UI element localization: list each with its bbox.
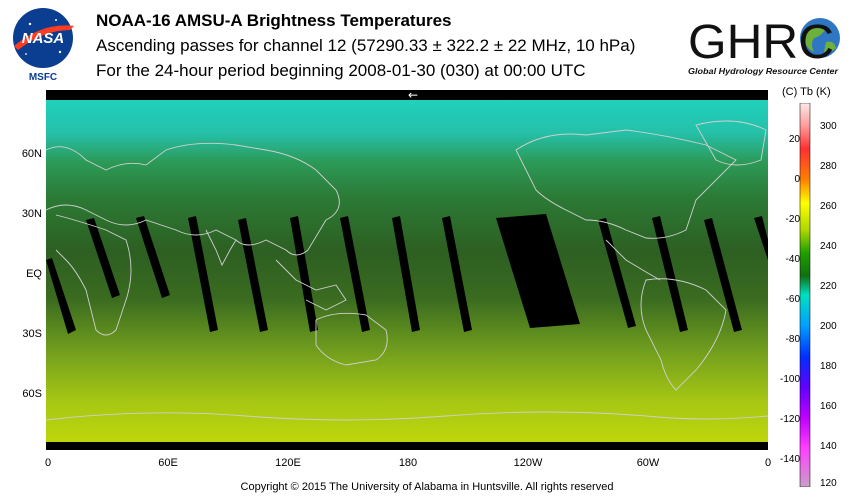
- swath-gap: [754, 216, 768, 260]
- colorbar-gradient: [799, 103, 811, 487]
- ghrc-caption: Global Hydrology Resource Center: [688, 67, 839, 76]
- coastline-central-america: [605, 239, 661, 281]
- page-subtitle: Ascending passes for channel 12 (57290.3…: [96, 36, 636, 55]
- swath-gap: [392, 216, 420, 332]
- temperature-colorbar: [799, 103, 811, 487]
- latitude-label-eq: EQ: [26, 268, 42, 280]
- longitude-label-120w: 120W: [513, 457, 543, 469]
- colorbar-celsius-tick: -80: [785, 334, 800, 345]
- latitude-label-60n: 60N: [21, 148, 42, 160]
- colorbar-celsius-tick: -100: [779, 374, 800, 385]
- ghrc-wordmark: GHRC: [688, 16, 834, 69]
- coastline-australia: [315, 312, 388, 366]
- page-title: NOAA-16 AMSU-A Brightness Temperatures: [96, 11, 452, 30]
- latitude-label-30n: 30N: [21, 208, 42, 220]
- coastline-south-america: [640, 278, 727, 391]
- swath-gap: [442, 216, 472, 332]
- swath-gap: [598, 218, 636, 328]
- nasa-wordmark: NASA: [22, 30, 65, 47]
- colorbar-kelvin-tick: 200: [820, 321, 837, 332]
- swath-gap: [238, 218, 268, 332]
- time-period: For the 24-hour period beginning 2008-01…: [96, 61, 586, 80]
- no-data-band-south: [46, 442, 768, 450]
- colorbar-kelvin-tick: 280: [820, 161, 837, 172]
- coastline-se-asia: [275, 259, 347, 311]
- coastline-india: [205, 229, 237, 267]
- colorbar-celsius-tick: -20: [785, 214, 800, 225]
- swath-gap: [704, 218, 742, 332]
- brightness-temperature-map: ←: [46, 90, 768, 450]
- coastline-antarctica: [46, 411, 768, 421]
- colorbar-celsius-tick: -60: [785, 294, 800, 305]
- swath-gap: [652, 216, 688, 332]
- nasa-caption: MSFC: [29, 72, 57, 82]
- swath-gap: [136, 216, 170, 298]
- coastline-north-america: [515, 129, 737, 239]
- colorbar-kelvin-tick: 220: [820, 281, 837, 292]
- colorbar-kelvin-tick: 260: [820, 201, 837, 212]
- swath-gap: [46, 258, 76, 334]
- latitude-label-30s: 30S: [22, 328, 42, 340]
- colorbar-celsius-tick: -40: [785, 254, 800, 265]
- swath-gap: [188, 216, 218, 332]
- colorbar-kelvin-tick: 160: [820, 401, 837, 412]
- swath-gaps: [46, 214, 768, 334]
- nasa-logo: NASA MSFC: [13, 8, 74, 82]
- colorbar-celsius-tick: 20: [788, 134, 800, 145]
- longitude-label-60e: 60E: [158, 457, 178, 469]
- coastlines: [46, 120, 768, 421]
- colorbar-header: (C) Tb (K): [782, 86, 831, 98]
- coastline-africa: [55, 214, 132, 336]
- colorbar-kelvin-tick: 140: [820, 441, 837, 452]
- latitude-label-60s: 60S: [22, 388, 42, 400]
- colorbar-kelvin-tick: 180: [820, 361, 837, 372]
- colorbar-celsius-tick: -140: [779, 454, 800, 465]
- colorbar-kelvin-tick: 240: [820, 241, 837, 252]
- swath-gap: [86, 218, 120, 298]
- longitude-label-120e: 120E: [275, 457, 301, 469]
- colorbar-kelvin-tick: 120: [820, 478, 837, 489]
- coastline-europe-asia: [46, 142, 340, 256]
- ghrc-logo: GHRC Global Hydrology Resource Center: [688, 16, 840, 76]
- no-data-band-north: [46, 90, 768, 100]
- longitude-label-60w: 60W: [636, 457, 660, 469]
- colorbar-celsius-tick: 0: [794, 174, 800, 185]
- swath-gap: [496, 214, 580, 328]
- longitude-label-0-end: 0: [764, 457, 772, 469]
- coastline-greenland: [695, 120, 767, 166]
- orbit-direction-arrow: ←: [408, 90, 418, 102]
- longitude-label-0: 0: [44, 457, 52, 469]
- longitude-label-180: 180: [398, 457, 418, 469]
- copyright-notice: Copyright © 2015 The University of Alaba…: [240, 481, 614, 493]
- colorbar-kelvin-tick: 300: [820, 121, 837, 132]
- swath-gap: [340, 216, 370, 332]
- colorbar-celsius-tick: -120: [779, 414, 800, 425]
